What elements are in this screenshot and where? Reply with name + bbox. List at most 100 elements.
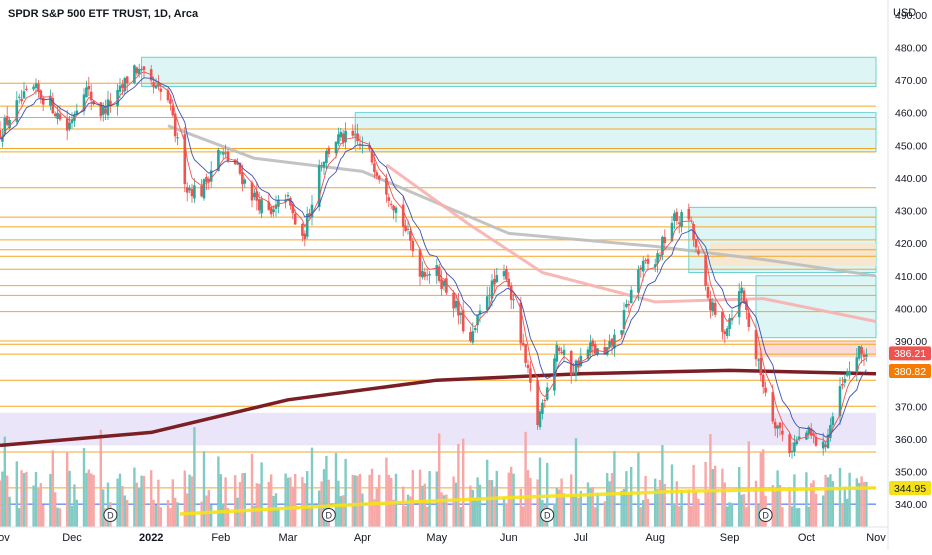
- candle-body-40: [133, 65, 136, 84]
- candle-body-46: [152, 82, 155, 88]
- candle-body-101: [337, 134, 340, 144]
- volume-bar-216: [723, 482, 726, 527]
- candle-body-160: [536, 380, 539, 425]
- x-tick-label-7: Jun: [500, 532, 518, 544]
- volume-bar-167: [558, 489, 561, 527]
- volume-bar-174: [579, 490, 582, 527]
- candle-body-59: [193, 185, 196, 199]
- volume-bar-131: [438, 433, 441, 527]
- candle-body-93: [308, 213, 311, 216]
- volume-bar-201: [673, 503, 676, 527]
- y-tick-label-11: 450.00: [895, 140, 927, 152]
- volume-bar-109: [361, 493, 364, 527]
- candle-body-135: [452, 292, 455, 309]
- volume-bar-112: [373, 499, 376, 527]
- candle-body-168: [560, 351, 563, 353]
- volume-bar-17: [54, 492, 57, 527]
- candle-body-217: [725, 328, 729, 336]
- candle-body-127: [423, 272, 427, 277]
- candle-body-205: [687, 208, 691, 220]
- time-axis[interactable]: Nov Dec 2022 Feb Mar Apr May Jun Jul Aug Sep Oct Nov: [0, 532, 886, 544]
- candle-body-171: [572, 372, 575, 374]
- volume-bar-4: [8, 496, 11, 527]
- candle-body-47: [154, 85, 158, 89]
- candle-body-52: [171, 105, 175, 116]
- candle-body-64: [209, 170, 213, 182]
- candle-body-187: [625, 303, 628, 308]
- candle-body-150: [502, 271, 506, 277]
- candle-body-154: [512, 299, 515, 301]
- candle-body-229: [764, 387, 767, 393]
- volume-bar-36: [118, 473, 122, 527]
- volume-bar-133: [442, 495, 446, 527]
- candle-body-173: [577, 360, 580, 368]
- candle-body-113: [375, 172, 379, 176]
- candle-body-155: [519, 302, 523, 344]
- candle-body-69: [226, 151, 230, 161]
- dividend-marker-label-2: D: [544, 511, 551, 521]
- candle-body-156: [521, 342, 525, 346]
- volume-bar-104: [344, 458, 347, 527]
- candle-body-226: [757, 359, 760, 361]
- volume-bar-152: [507, 472, 510, 527]
- volume-bar-177: [591, 487, 594, 527]
- currency-label: USD: [893, 7, 916, 19]
- volume-bar-165: [553, 503, 556, 527]
- candle-body-233: [778, 422, 782, 429]
- volume-bar-178: [594, 507, 597, 527]
- candle-body-63: [207, 178, 211, 182]
- candle-body-91: [303, 233, 307, 240]
- volume-bar-259: [865, 481, 868, 527]
- candle-body-166: [555, 344, 559, 362]
- volume-bar-255: [855, 478, 858, 527]
- volume-bar-77: [255, 483, 258, 527]
- candle-body-134: [445, 278, 448, 293]
- volume-bar-145: [486, 459, 489, 527]
- candle-body-157: [524, 344, 527, 363]
- candle-body-222: [742, 290, 746, 303]
- volume-bar-48: [157, 479, 160, 527]
- x-tick-label-2: 2022: [139, 532, 163, 544]
- candle-body-32: [104, 108, 107, 114]
- volume-bar-52: [171, 479, 174, 527]
- volume-bar-159: [529, 477, 532, 527]
- volume-bar-38: [123, 495, 126, 527]
- volume-bar-218: [728, 502, 731, 527]
- candle-body-133: [442, 280, 446, 287]
- volume-layer: [0, 427, 868, 527]
- volume-bar-212: [709, 434, 712, 527]
- candle-body-107: [356, 133, 359, 142]
- candle-body-7: [20, 98, 23, 102]
- candle-body-17: [53, 113, 57, 117]
- candle-body-254: [848, 370, 851, 376]
- volume-bar-134: [445, 494, 448, 527]
- volume-bar-140: [469, 485, 472, 527]
- volume-bar-132: [440, 492, 443, 527]
- candle-body-77: [255, 191, 259, 201]
- candle-body-89: [293, 213, 297, 225]
- volume-bar-148: [493, 486, 496, 527]
- candle-body-167: [557, 347, 561, 352]
- volume-bar-129: [428, 471, 431, 527]
- volume-bar-172: [574, 438, 578, 527]
- dividend-marker-label-3: D: [762, 511, 769, 521]
- volume-bar-93: [308, 507, 311, 527]
- volume-bar-122: [406, 494, 410, 527]
- price-axis[interactable]: 340.00350.00360.00370.00380.00390.00400.…: [895, 10, 927, 511]
- candle-body-259: [865, 354, 868, 357]
- y-tick-label-13: 470.00: [895, 75, 927, 87]
- volume-bar-3: [6, 475, 9, 527]
- candle-body-33: [106, 99, 110, 116]
- volume-bar-103: [342, 495, 345, 527]
- y-tick-label-7: 410.00: [895, 271, 927, 283]
- candle-body-224: [747, 312, 751, 327]
- candle-body-245: [821, 441, 825, 449]
- candle-body-185: [620, 330, 623, 335]
- volume-bar-188: [627, 494, 630, 527]
- volume-bar-47: [154, 504, 158, 527]
- candle-body-199: [663, 237, 667, 244]
- candle-body-28: [89, 91, 93, 101]
- volume-bar-61: [202, 451, 206, 527]
